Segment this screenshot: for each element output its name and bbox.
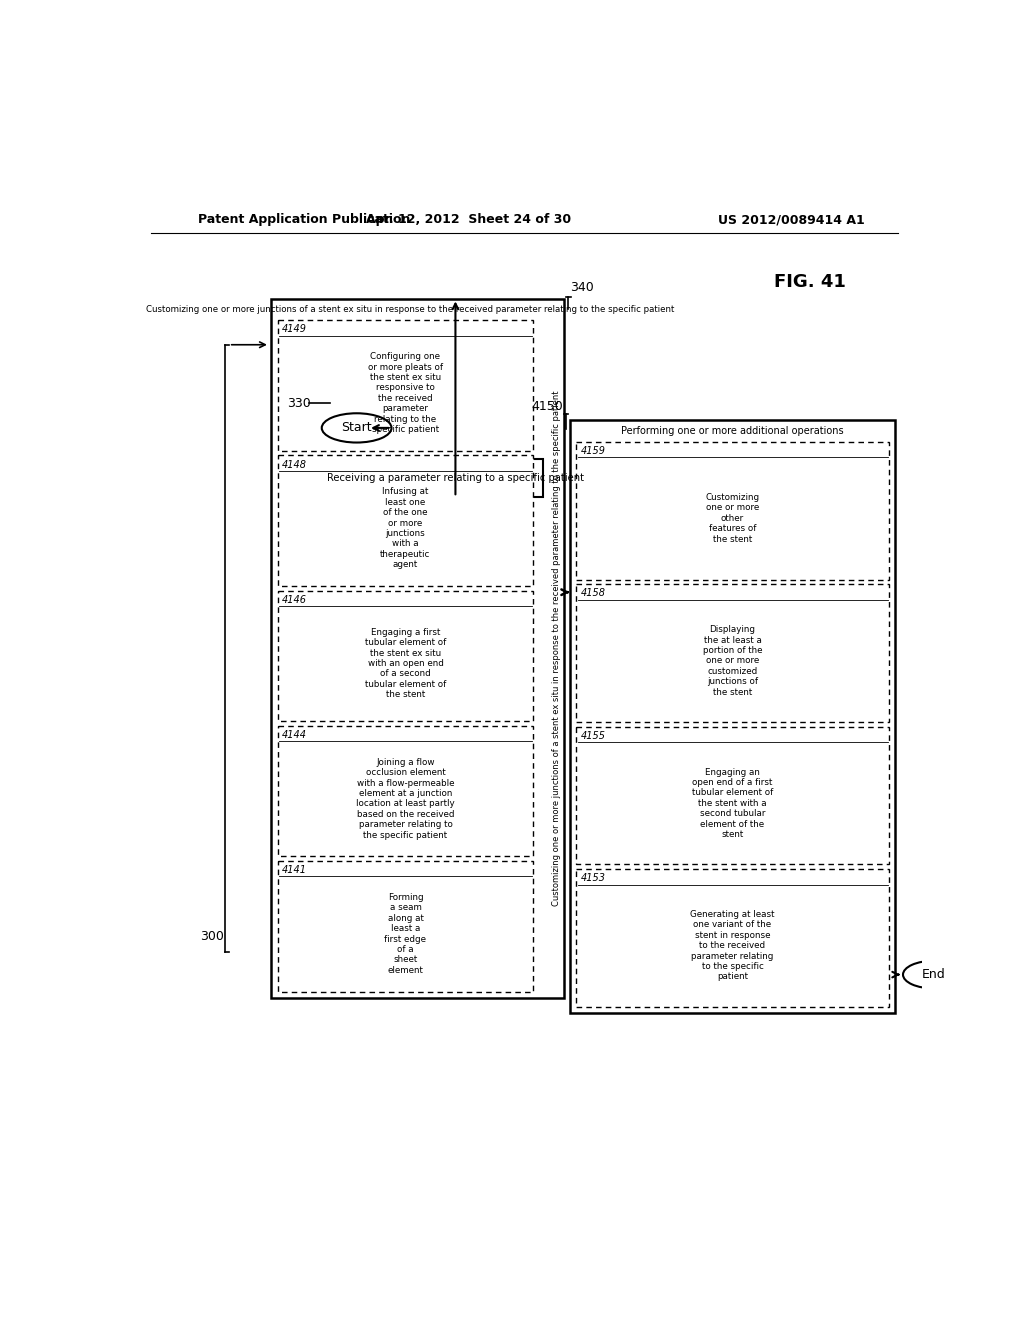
Text: 4158: 4158 xyxy=(581,589,605,598)
Text: 4159: 4159 xyxy=(581,446,605,455)
Text: Infusing at
least one
of the one
or more
junctions
with a
therapeutic
agent: Infusing at least one of the one or more… xyxy=(380,487,431,569)
Text: Customizing one or more junctions of a stent ex situ in response to the received: Customizing one or more junctions of a s… xyxy=(552,391,561,906)
Bar xyxy=(575,726,889,865)
Text: 4146: 4146 xyxy=(283,595,307,605)
Ellipse shape xyxy=(903,961,965,989)
Bar xyxy=(575,442,889,579)
Text: 4153: 4153 xyxy=(581,874,605,883)
Ellipse shape xyxy=(322,413,391,442)
Text: 4148: 4148 xyxy=(283,459,307,470)
Text: Customizing one or more junctions of a stent ex situ in response to the received: Customizing one or more junctions of a s… xyxy=(145,305,674,314)
Bar xyxy=(278,861,534,991)
Text: End: End xyxy=(923,968,946,981)
Bar xyxy=(575,585,889,722)
Text: US 2012/0089414 A1: US 2012/0089414 A1 xyxy=(718,214,864,227)
Text: 340: 340 xyxy=(570,281,594,294)
Text: 4141: 4141 xyxy=(283,865,307,875)
Text: Generating at least
one variant of the
stent in response
to the received
paramet: Generating at least one variant of the s… xyxy=(690,909,775,982)
Text: Customizing
one or more
other
features of
the stent: Customizing one or more other features o… xyxy=(706,494,760,544)
Text: Performing one or more additional operations: Performing one or more additional operat… xyxy=(622,426,844,436)
Text: 4150: 4150 xyxy=(531,400,563,412)
Text: FIG. 41: FIG. 41 xyxy=(774,273,846,290)
Bar xyxy=(278,455,534,586)
Text: 4149: 4149 xyxy=(283,325,307,334)
Text: 4144: 4144 xyxy=(283,730,307,741)
Text: Forming
a seam
along at
least a
first edge
of a
sheet
element: Forming a seam along at least a first ed… xyxy=(384,894,426,975)
Text: Configuring one
or more pleats of
the stent ex situ
responsive to
the received
p: Configuring one or more pleats of the st… xyxy=(368,352,443,434)
Bar xyxy=(569,420,895,1014)
Text: Start: Start xyxy=(341,421,372,434)
Text: 4155: 4155 xyxy=(581,731,605,741)
Text: Patent Application Publication: Patent Application Publication xyxy=(198,214,411,227)
Bar xyxy=(278,726,534,857)
Text: Engaging a first
tubular element of
the stent ex situ
with an open end
of a seco: Engaging a first tubular element of the … xyxy=(365,628,446,700)
Text: 300: 300 xyxy=(200,929,223,942)
Text: Engaging an
open end of a first
tubular element of
the stent with a
second tubul: Engaging an open end of a first tubular … xyxy=(692,767,773,840)
Text: Displaying
the at least a
portion of the
one or more
customized
junctions of
the: Displaying the at least a portion of the… xyxy=(702,626,762,697)
Text: Joining a flow
occlusion element
with a flow-permeable
element at a junction
loc: Joining a flow occlusion element with a … xyxy=(356,758,455,840)
Text: Apr. 12, 2012  Sheet 24 of 30: Apr. 12, 2012 Sheet 24 of 30 xyxy=(367,214,571,227)
Bar xyxy=(278,590,534,721)
Text: Receiving a parameter relating to a specific patient: Receiving a parameter relating to a spec… xyxy=(327,473,584,483)
Bar xyxy=(575,869,889,1007)
Bar xyxy=(271,298,564,998)
Bar xyxy=(369,459,543,498)
Text: 330: 330 xyxy=(287,397,310,409)
Bar xyxy=(278,321,534,450)
